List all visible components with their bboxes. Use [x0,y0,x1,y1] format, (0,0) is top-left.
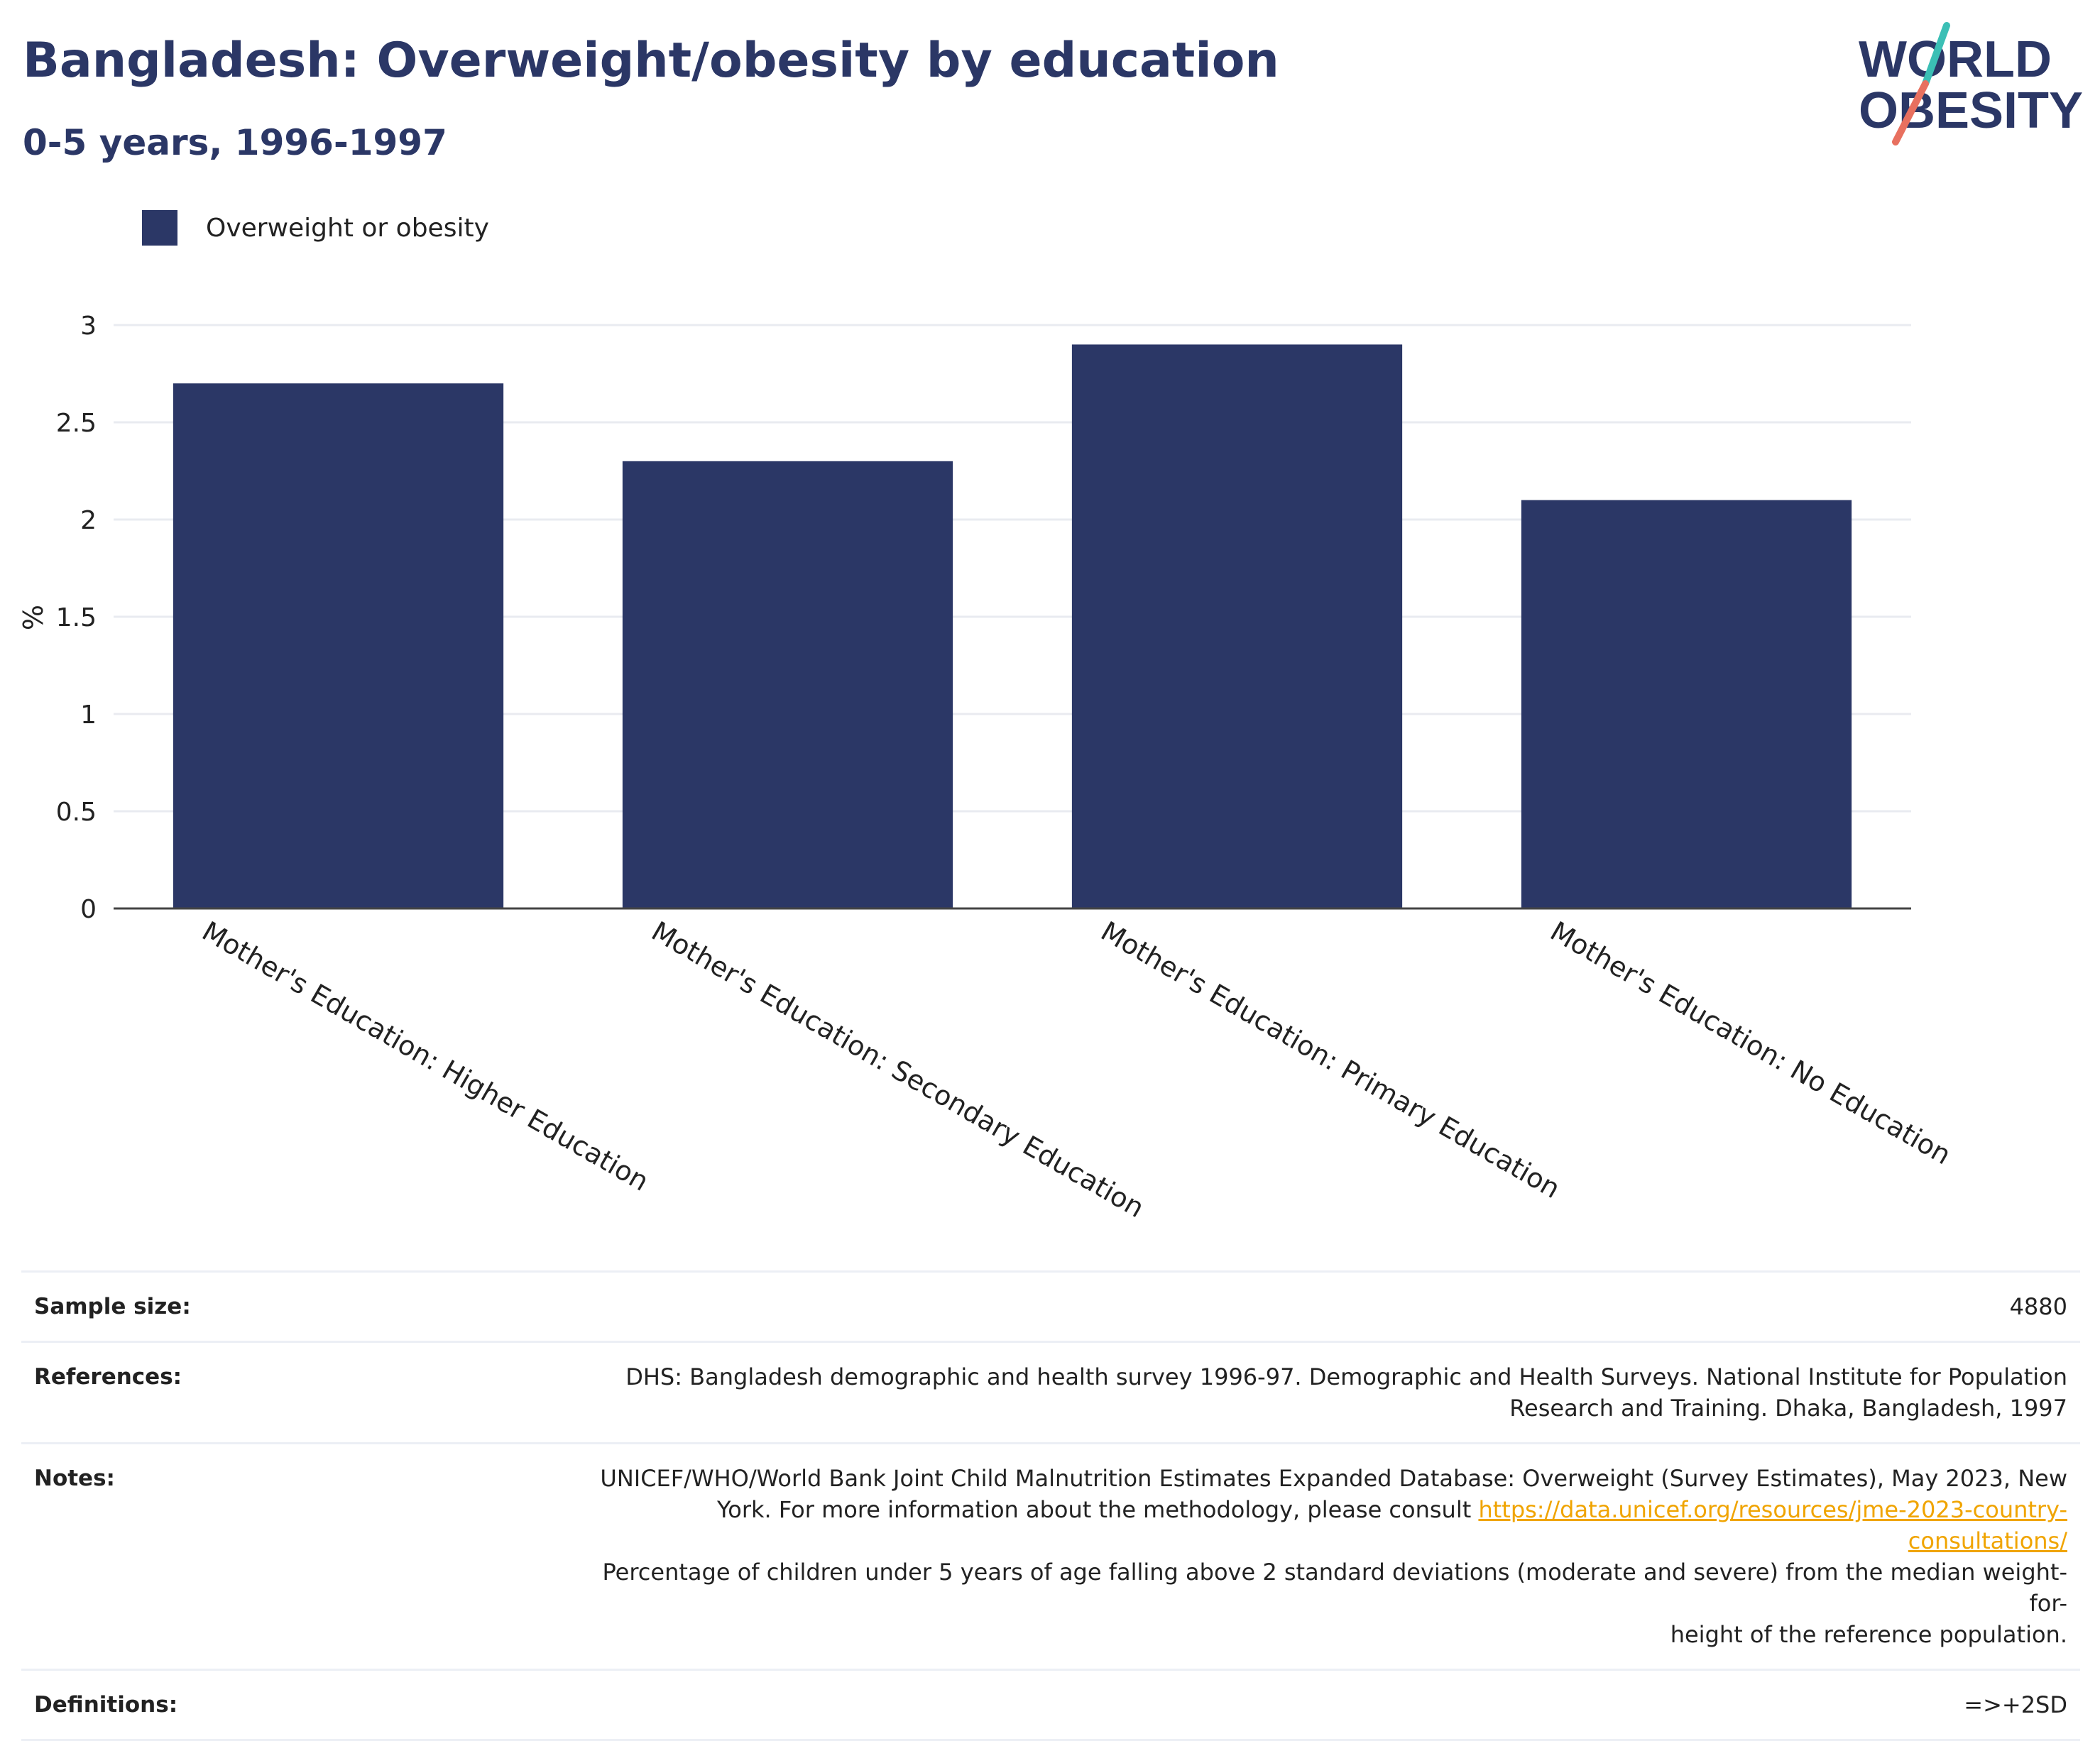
bar-2 [622,461,953,908]
sample-size-label: Sample size: [34,1294,191,1319]
references-label: References: [34,1364,182,1390]
y-tick-label: 1.5 [56,603,97,632]
y-tick-label: 1 [80,701,97,730]
y-axis-label: % [18,605,49,630]
bars [173,344,1852,908]
chart-title: Bangladesh: Overweight/obesity by educat… [23,33,1279,89]
references-value: DHS: Bangladesh demographic and health s… [625,1361,2067,1424]
y-tick-label: 2 [80,506,97,535]
bar-3 [1071,344,1403,908]
logo-slash-coral [1892,80,1929,145]
chart-legend[interactable]: Overweight or obesity [142,210,489,246]
logo-line2: OBESITY [1859,82,2083,139]
notes-line-2-text: York. For more information about the met… [716,1496,1479,1523]
references-line-2: Research and Training. Dhaka, Bangladesh… [1509,1395,2067,1422]
y-tick-label: 0.5 [56,798,97,827]
notes-line-4: height of the reference population. [1670,1621,2067,1648]
x-tick-label: Mother's Education: Higher Education [197,916,654,1197]
bar-chart: 0 0.5 1 1.5 2 2.5 3 Mother's Education: Higher … [18,312,1957,1224]
info-table: Sample size: 4880 References: DHS: Bangl… [21,1270,2080,1741]
legend-label: Overweight or obesity [206,213,489,243]
bar-4 [1521,500,1852,908]
sample-size-value: 4880 [2009,1293,2067,1320]
bar-1 [173,383,504,908]
world-obesity-logo: WORLD OBESITY [1859,22,2083,145]
notes-value: UNICEF/WHO/World Bank Joint Child Malnut… [591,1463,2067,1650]
definitions-value: =>+2SD [1964,1691,2067,1718]
y-tick-label: 2.5 [56,409,97,438]
logo-slash-teal [1922,22,1950,87]
notes-line-1: UNICEF/WHO/World Bank Joint Child Malnut… [600,1465,2067,1492]
references-line-1: DHS: Bangladesh demographic and health s… [625,1363,2067,1390]
info-row-sample-size: Sample size: 4880 [21,1270,2080,1341]
logo-line1: WORLD [1859,31,2052,88]
y-tick-label: 0 [80,895,97,924]
x-tick-label: Mother's Education: Secondary Education [646,916,1149,1224]
x-tick-label: Mother's Education: No Education [1545,916,1956,1171]
info-row-references: References: DHS: Bangladesh demographic … [21,1341,2080,1442]
notes-line-3: Percentage of children under 5 years of … [602,1559,2068,1617]
y-tick-label: 3 [80,312,97,341]
notes-label: Notes: [34,1466,115,1491]
notes-line-2: York. For more information about the met… [591,1494,2067,1556]
definitions-label: Definitions: [34,1692,178,1718]
methodology-link[interactable]: https://data.unicef.org/resources/jme-20… [1478,1496,2067,1554]
x-tick-label: Mother's Education: Primary Education [1095,916,1565,1204]
chart-subtitle: 0-5 years, 1996-1997 [23,122,447,163]
info-row-notes: Notes: UNICEF/WHO/World Bank Joint Child… [21,1442,2080,1669]
legend-swatch [142,210,177,246]
info-row-definitions: Definitions: =>+2SD [21,1669,2080,1741]
